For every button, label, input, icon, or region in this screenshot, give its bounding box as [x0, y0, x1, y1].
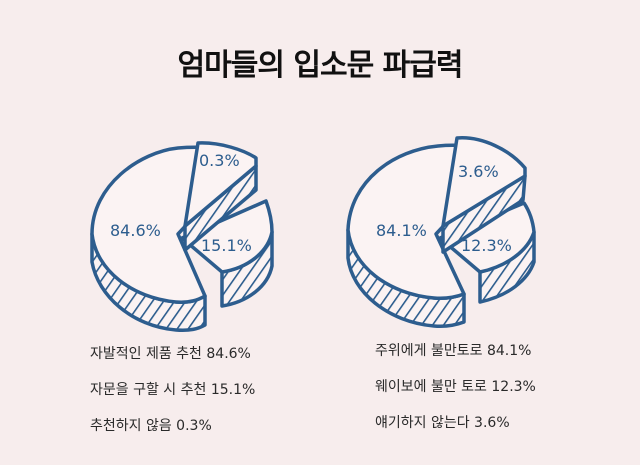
legend-left-item-1: 자발적인 제품 추천 84.6% [90, 346, 251, 362]
pie-left-slice-3 [183, 141, 258, 228]
legend-left-item-3: 추천하지 않음 0.3% [90, 418, 212, 434]
pie-left: 84.6% 15.1% 0.3% [90, 141, 274, 332]
legend-left-item-2: 자문을 구할 시 추천 15.1% [90, 382, 256, 398]
chart-title: 엄마들의 입소문 파급력 [177, 48, 464, 83]
pie-right-label-2: 12.3% [461, 236, 512, 255]
pie-right: 84.1% 12.3% 3.6% [346, 136, 536, 328]
pie-left-label-1: 84.6% [110, 221, 161, 240]
pie-left-slice-2 [180, 199, 274, 274]
pie-left-label-3: 0.3% [199, 151, 240, 170]
pie-right-slice-3 [441, 136, 527, 228]
pie-left-label-2: 15.1% [201, 236, 252, 255]
legend-right-item-2: 웨이보에 불만 토로 12.3% [375, 379, 536, 395]
legend-right-item-3: 얘기하지 않는다 3.6% [375, 415, 510, 431]
pie-right-slice-2 [438, 201, 536, 274]
pie-right-label-1: 84.1% [376, 221, 427, 240]
pie-right-label-3: 3.6% [458, 162, 499, 181]
legend-right-item-1: 주위에게 불만토로 84.1% [375, 343, 532, 359]
